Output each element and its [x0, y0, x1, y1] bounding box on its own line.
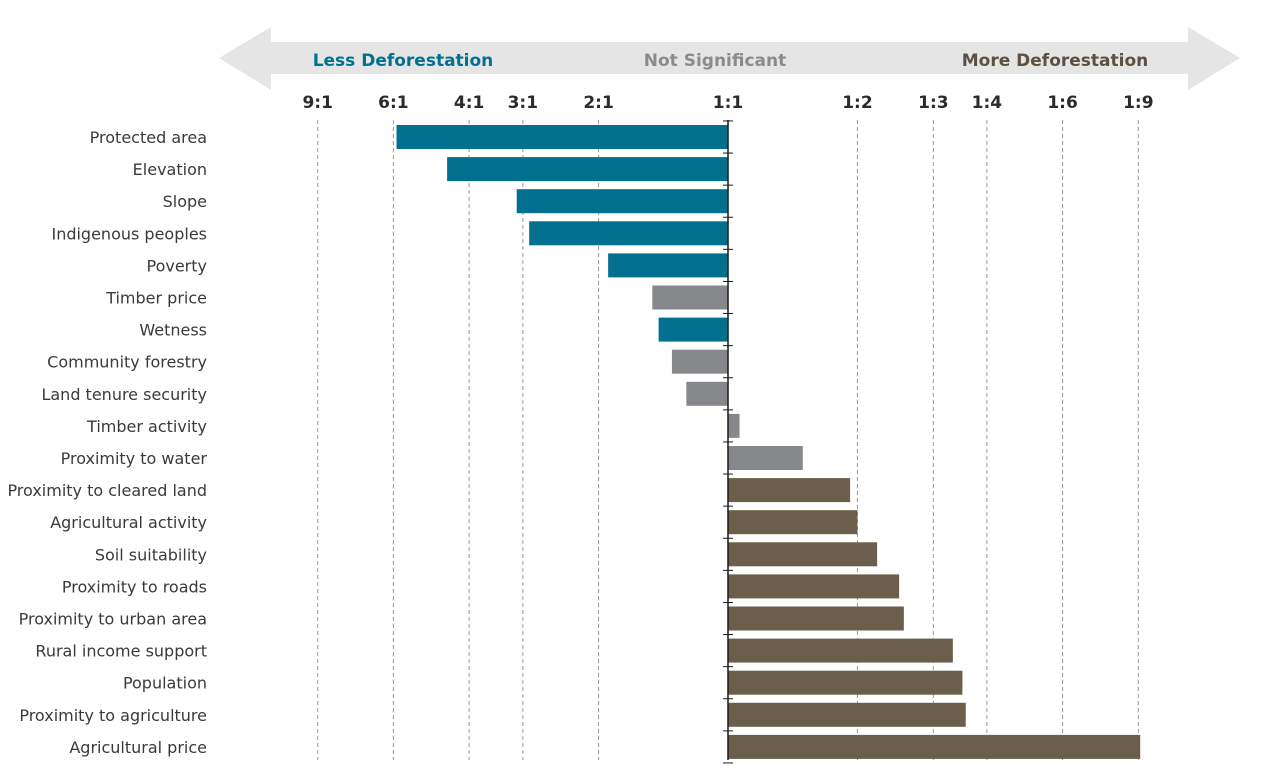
- category-label: Land tenure security: [41, 385, 207, 404]
- bar: [728, 413, 740, 438]
- bar: [728, 446, 803, 470]
- bar: [671, 349, 728, 374]
- direction-banner: Less Deforestation Not Significant More …: [219, 27, 1240, 90]
- x-tick-label: 1:4: [972, 93, 1003, 113]
- category-label: Community forestry: [47, 353, 207, 372]
- bar: [728, 542, 878, 567]
- x-tick-label: 1:6: [1047, 93, 1077, 113]
- more-deforestation-label: More Deforestation: [962, 51, 1149, 71]
- category-label: Slope: [163, 192, 207, 211]
- bar: [447, 157, 728, 182]
- x-tick-label: 1:2: [842, 93, 872, 113]
- bar: [728, 702, 966, 727]
- category-label: Population: [123, 674, 207, 693]
- category-label: Proximity to urban area: [19, 610, 207, 629]
- bar: [728, 478, 851, 503]
- bar: [658, 317, 728, 342]
- x-tick-label: 2:1: [583, 93, 613, 113]
- x-tick-label: 1:1: [713, 93, 743, 113]
- bar: [728, 734, 1141, 759]
- x-tick-label: 9:1: [302, 93, 332, 113]
- category-label: Elevation: [133, 160, 207, 179]
- category-label: Proximity to cleared land: [7, 481, 207, 500]
- bar: [728, 638, 953, 663]
- category-label: Proximity to agriculture: [19, 706, 207, 725]
- bar: [728, 670, 963, 695]
- bar: [686, 381, 728, 406]
- bar: [529, 221, 728, 246]
- bar: [396, 125, 728, 149]
- bar: [652, 285, 728, 310]
- category-label: Rural income support: [35, 642, 207, 661]
- bar: [728, 606, 904, 631]
- category-label: Wetness: [139, 321, 207, 340]
- bar: [608, 253, 728, 278]
- category-label: Timber price: [105, 289, 207, 308]
- category-label: Proximity to roads: [62, 577, 207, 596]
- center-axis: [723, 120, 733, 764]
- category-label: Indigenous peoples: [51, 224, 207, 243]
- category-label: Proximity to water: [61, 449, 208, 468]
- bars: [396, 125, 1141, 759]
- x-tick-label: 1:9: [1123, 93, 1153, 113]
- x-tick-label: 1:3: [918, 93, 948, 113]
- category-label: Agricultural price: [69, 738, 207, 757]
- x-tick-label: 3:1: [508, 93, 538, 113]
- category-label: Soil suitability: [95, 545, 207, 564]
- bar: [516, 189, 728, 214]
- not-significant-label: Not Significant: [644, 51, 787, 71]
- category-label: Timber activity: [86, 417, 207, 436]
- bar: [728, 574, 900, 599]
- category-label: Protected area: [90, 128, 207, 147]
- less-deforestation-label: Less Deforestation: [313, 51, 494, 71]
- category-label: Poverty: [147, 256, 208, 275]
- x-tick-label: 6:1: [378, 93, 408, 113]
- bar: [728, 510, 858, 535]
- banner-arrow: [219, 27, 1240, 90]
- category-labels: Protected area Elevation Slope Indigenous p…: [7, 128, 207, 757]
- category-label: Agricultural activity: [50, 513, 207, 532]
- x-tick-label: 4:1: [454, 93, 484, 113]
- x-tick-labels: 9:1 6:1 4:1 3:1 2:1 1:1 1:2 1:3 1:4 1:6 1:9: [302, 93, 1153, 113]
